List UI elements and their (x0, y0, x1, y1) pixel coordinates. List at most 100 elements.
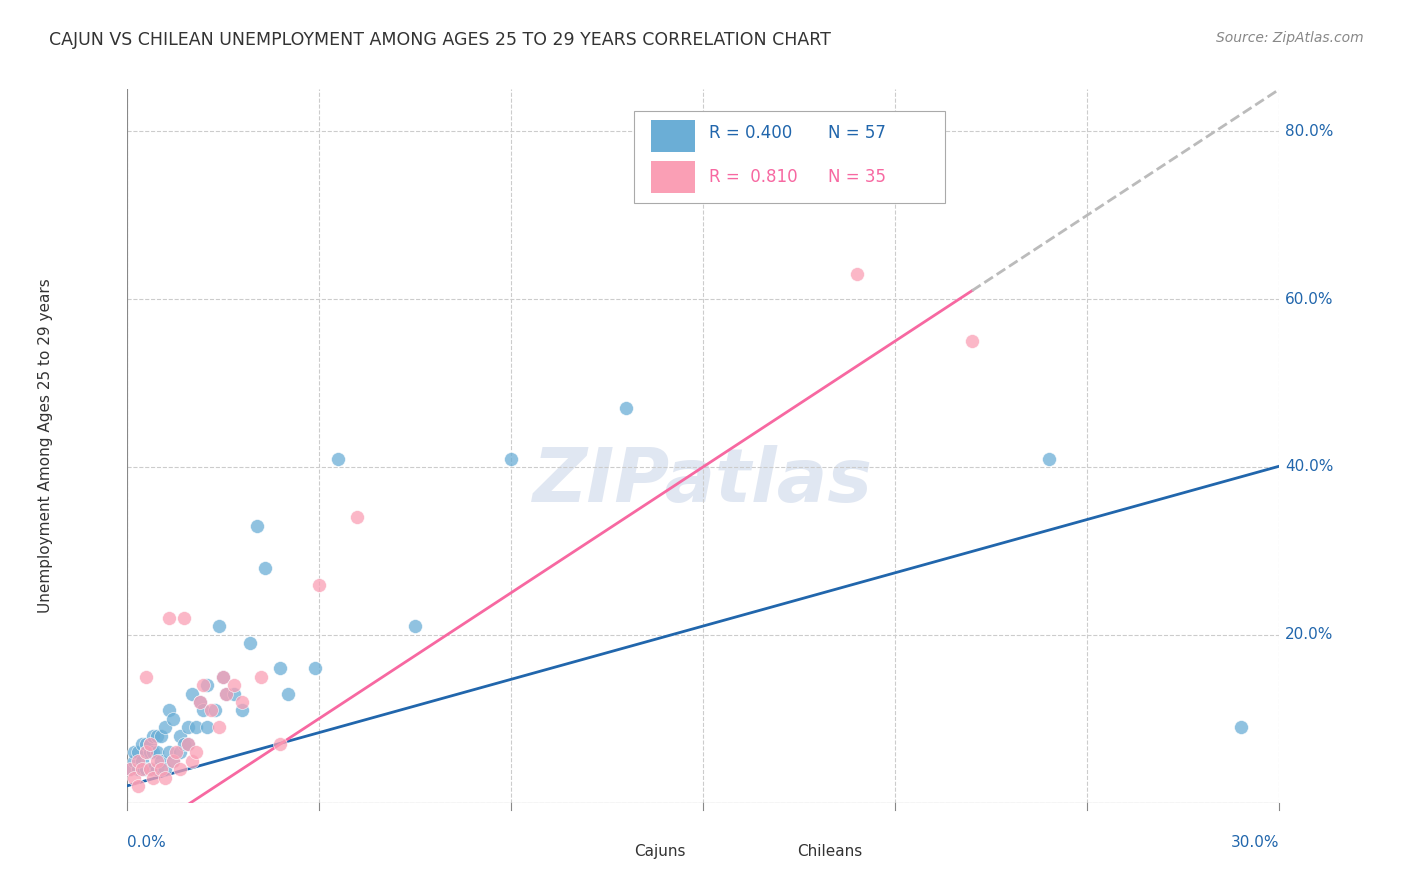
Point (131, 737, 153, 751)
Point (138, 737, 160, 751)
Text: 60.0%: 60.0% (1285, 292, 1334, 307)
Text: N = 57: N = 57 (828, 124, 886, 142)
Point (157, 703, 180, 717)
Point (200, 703, 222, 717)
Point (138, 746, 160, 760)
Point (195, 678, 218, 692)
Point (211, 670, 233, 684)
Point (135, 746, 157, 760)
Point (215, 687, 238, 701)
Point (326, 451, 349, 466)
Point (162, 754, 184, 768)
Point (122, 746, 145, 760)
Point (127, 762, 149, 776)
Point (146, 754, 169, 768)
Point (162, 712, 184, 726)
Text: 30.0%: 30.0% (1232, 835, 1279, 850)
Point (224, 678, 246, 692)
Point (195, 720, 218, 734)
Point (138, 737, 160, 751)
Point (180, 687, 202, 701)
Bar (651, 161, 695, 193)
Point (146, 762, 169, 776)
Point (246, 518, 269, 533)
Point (177, 720, 200, 734)
Point (173, 611, 195, 625)
Point (193, 703, 215, 717)
Point (180, 754, 202, 768)
Bar (599, 840, 628, 862)
Text: Cajuns: Cajuns (634, 844, 685, 859)
Text: 20.0%: 20.0% (1285, 627, 1334, 642)
Point (138, 762, 160, 776)
Point (193, 678, 215, 692)
Point (231, 695, 253, 709)
Point (153, 720, 176, 734)
Point (169, 762, 191, 776)
Point (162, 754, 184, 768)
Text: CAJUN VS CHILEAN UNEMPLOYMENT AMONG AGES 25 TO 29 YEARS CORRELATION CHART: CAJUN VS CHILEAN UNEMPLOYMENT AMONG AGES… (49, 31, 831, 49)
Point (231, 703, 253, 717)
Text: 40.0%: 40.0% (1285, 459, 1334, 475)
Point (157, 746, 180, 760)
Point (845, 267, 868, 281)
Point (208, 720, 231, 734)
Point (215, 687, 238, 701)
Text: Source: ZipAtlas.com: Source: ZipAtlas.com (1216, 31, 1364, 45)
Text: Unemployment Among Ages 25 to 29 years: Unemployment Among Ages 25 to 29 years (38, 278, 53, 614)
FancyBboxPatch shape (634, 111, 945, 203)
Bar (651, 120, 695, 152)
Point (120, 762, 142, 776)
Point (153, 771, 176, 785)
Point (166, 746, 188, 760)
Point (614, 401, 637, 416)
Point (177, 737, 200, 751)
Point (250, 670, 273, 684)
Point (169, 746, 191, 760)
Point (153, 762, 176, 776)
Point (135, 746, 157, 760)
Point (269, 661, 291, 675)
Point (184, 720, 207, 734)
Point (122, 754, 145, 768)
Point (277, 687, 299, 701)
Text: N = 35: N = 35 (828, 169, 886, 186)
Point (184, 746, 207, 760)
Point (169, 729, 191, 743)
Point (142, 729, 165, 743)
Point (346, 510, 368, 524)
Point (146, 746, 169, 760)
Point (188, 695, 211, 709)
Point (146, 729, 169, 743)
Point (150, 762, 173, 776)
Point (204, 703, 226, 717)
Point (173, 737, 195, 751)
Point (135, 737, 157, 751)
Point (122, 771, 145, 785)
Point (208, 619, 231, 633)
Point (131, 754, 153, 768)
Point (135, 670, 157, 684)
Bar (761, 840, 790, 862)
Point (1038, 451, 1060, 466)
Point (127, 746, 149, 760)
Point (142, 746, 165, 760)
Point (150, 729, 173, 743)
Point (404, 619, 426, 633)
Point (127, 779, 149, 793)
Point (308, 577, 330, 591)
Point (142, 762, 165, 776)
Point (135, 762, 157, 776)
Text: R =  0.810: R = 0.810 (709, 169, 797, 186)
Point (211, 670, 233, 684)
Text: 80.0%: 80.0% (1285, 124, 1334, 138)
Point (157, 611, 180, 625)
Point (142, 771, 165, 785)
Point (188, 695, 211, 709)
Point (138, 762, 160, 776)
Point (960, 334, 983, 348)
Point (177, 737, 200, 751)
Text: R = 0.400: R = 0.400 (709, 124, 792, 142)
Text: ZIPatlas: ZIPatlas (533, 445, 873, 518)
Point (238, 636, 260, 650)
